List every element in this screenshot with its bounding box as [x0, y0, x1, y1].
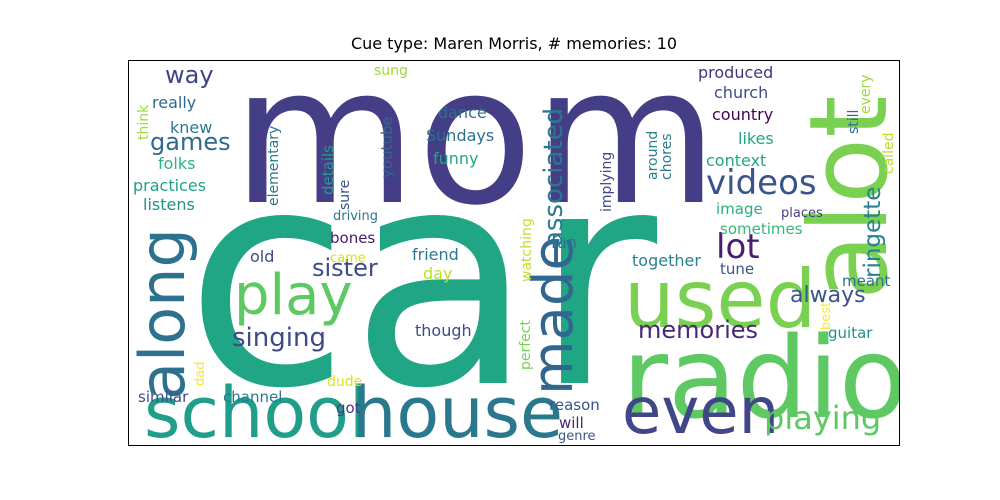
- word-details: details: [319, 145, 337, 195]
- word-elementary: elementary: [266, 126, 282, 206]
- word-practices: practices: [133, 176, 206, 195]
- word-church: church: [714, 83, 768, 102]
- word-bones: bones: [330, 229, 375, 247]
- word-friend: friend: [412, 245, 459, 264]
- word-implying: implying: [599, 152, 615, 212]
- word-really: really: [152, 93, 196, 112]
- word-came: came: [330, 251, 366, 266]
- word-old: old: [250, 247, 274, 266]
- word-listens: listens: [143, 195, 195, 214]
- word-memories: memories: [638, 316, 758, 344]
- word-meant: meant: [842, 272, 891, 290]
- word-made: made: [521, 236, 586, 395]
- word-car: car: [185, 105, 660, 454]
- word-driving: driving: [333, 209, 378, 224]
- word-ringette: ringette: [860, 187, 886, 278]
- word-still: still: [846, 110, 862, 134]
- word-lot: lot: [716, 227, 760, 267]
- word-dude: dude: [327, 374, 362, 390]
- word-dance: dance: [438, 103, 487, 122]
- word-youtube: youtube: [378, 116, 396, 178]
- word-always: always: [790, 283, 866, 308]
- word-sung: sung: [374, 63, 408, 79]
- word-day: day: [423, 264, 452, 283]
- word-sure: sure: [337, 180, 353, 210]
- word-videos: videos: [706, 163, 817, 203]
- word-genre: genre: [558, 429, 596, 444]
- word-together: together: [632, 251, 701, 270]
- word-will: will: [559, 414, 584, 432]
- word-tune: tune: [720, 260, 754, 278]
- word-dad: dad: [193, 362, 208, 386]
- word-playing: playing: [764, 399, 881, 437]
- word-channel: channel: [223, 388, 282, 406]
- word-sometimes: sometimes: [720, 220, 803, 238]
- word-way: way: [165, 61, 214, 89]
- word-along: along: [126, 228, 199, 400]
- word-every: every: [858, 74, 874, 114]
- word-mom: mom: [232, 26, 718, 247]
- word-likes: likes: [738, 129, 774, 148]
- word-similar: similar: [138, 388, 189, 406]
- word-sister: sister: [312, 254, 378, 282]
- word-around: around: [645, 131, 661, 180]
- word-singing: singing: [232, 323, 326, 353]
- chart-title: Cue type: Maren Morris, # memories: 10: [350, 34, 678, 53]
- word-fun: fun: [551, 233, 577, 252]
- word-reason: reason: [549, 396, 600, 414]
- word-funny: funny: [433, 149, 479, 168]
- plot-frame: [128, 60, 900, 446]
- word-house: house: [352, 372, 563, 454]
- word-context: context: [706, 151, 766, 170]
- word-folks: folks: [158, 154, 195, 173]
- word-chores: chores: [659, 134, 675, 181]
- word-school: school: [144, 372, 368, 454]
- word-called: called: [881, 132, 897, 174]
- word-games: games: [150, 128, 231, 156]
- word-associated: associated: [539, 108, 569, 247]
- word-image: image: [716, 200, 763, 218]
- word-watching: watching: [519, 218, 535, 282]
- word-sundays: Sundays: [426, 126, 494, 145]
- word-though: though: [415, 321, 472, 340]
- word-perfect: perfect: [518, 320, 534, 370]
- word-used: used: [624, 253, 816, 346]
- word-knew: knew: [170, 118, 212, 137]
- word-even: even: [622, 375, 779, 449]
- word-think: think: [136, 104, 152, 140]
- word-alot: alot: [787, 95, 912, 300]
- word-play: play: [234, 263, 353, 328]
- word-guitar: guitar: [828, 324, 873, 342]
- word-got: got: [336, 399, 361, 417]
- plot-background: [128, 60, 900, 446]
- word-produced: produced: [698, 63, 773, 82]
- word-country: country: [712, 105, 773, 124]
- word-places: places: [781, 206, 823, 221]
- word-radio: radio: [622, 314, 907, 444]
- word-best: best: [819, 302, 834, 330]
